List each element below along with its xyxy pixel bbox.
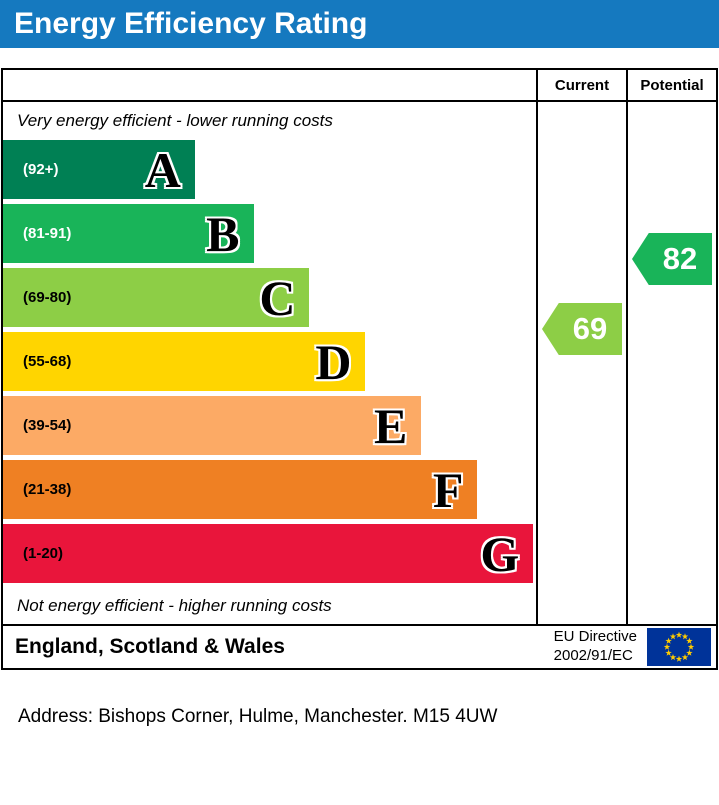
potential-rating-arrow: 82 xyxy=(632,233,712,285)
bands-column-header xyxy=(3,70,536,102)
current-column-body: 69 xyxy=(538,102,626,624)
band-range: (21-38) xyxy=(23,481,72,498)
eu-directive-line2: 2002/91/EC xyxy=(553,647,633,664)
epc-table: Very energy efficient - lower running co… xyxy=(3,70,716,624)
eu-directive-line1: EU Directive xyxy=(553,628,637,646)
band-letter: D xyxy=(315,333,352,390)
band-range: (1-20) xyxy=(23,545,64,562)
potential-column-header: Potential xyxy=(628,70,716,102)
band-letter: B xyxy=(206,205,240,262)
band-range: (69-80) xyxy=(23,289,72,306)
bands-column: Very energy efficient - lower running co… xyxy=(3,70,536,624)
current-rating-value: 69 xyxy=(572,311,608,346)
band-range: (92+) xyxy=(23,161,59,178)
page-title: Energy Efficiency Rating xyxy=(14,7,368,40)
band-row-b: (81-91) B xyxy=(3,204,254,263)
band-row-e: (39-54) E xyxy=(3,396,422,455)
band-letter: F xyxy=(432,461,464,518)
current-column: Current 69 xyxy=(536,70,626,624)
band-row-g: (1-20) G xyxy=(3,524,534,583)
band-letter: E xyxy=(374,397,408,454)
potential-column-body: 82 xyxy=(628,102,716,624)
bottom-note: Not energy efficient - higher running co… xyxy=(17,596,332,615)
eu-flag-icon xyxy=(647,628,711,666)
epc-page: Energy Efficiency Rating Very energy eff… xyxy=(0,0,719,727)
epc-footer: England, Scotland & Wales EU Directive 2… xyxy=(3,624,716,668)
band-range: (39-54) xyxy=(23,417,72,434)
title-bar: Energy Efficiency Rating xyxy=(0,0,719,48)
band-row-f: (21-38) F xyxy=(3,460,478,519)
potential-column: Potential 82 xyxy=(626,70,716,624)
band-letter: A xyxy=(144,141,181,198)
band-letter: G xyxy=(480,525,520,582)
band-row-a: (92+) A xyxy=(3,140,195,199)
address-line: Address: Bishops Corner, Hulme, Manchest… xyxy=(18,706,498,727)
bands-area: Very energy efficient - lower running co… xyxy=(3,102,536,624)
top-note: Very energy efficient - lower running co… xyxy=(17,111,333,130)
eu-directive-block: EU Directive 2002/91/EC xyxy=(554,628,711,666)
band-letter: C xyxy=(259,269,296,326)
band-row-d: (55-68) D xyxy=(3,332,366,391)
band-row-c: (69-80) C xyxy=(3,268,310,327)
current-rating-arrow: 69 xyxy=(542,303,622,355)
band-range: (55-68) xyxy=(23,353,72,370)
eu-directive-label: EU Directive 2002/91/EC xyxy=(554,628,637,666)
epc-chart: Very energy efficient - lower running co… xyxy=(1,68,718,670)
current-column-header: Current xyxy=(538,70,626,102)
potential-rating-value: 82 xyxy=(662,241,698,276)
band-range: (81-91) xyxy=(23,225,72,242)
region-label: England, Scotland & Wales xyxy=(15,635,285,658)
